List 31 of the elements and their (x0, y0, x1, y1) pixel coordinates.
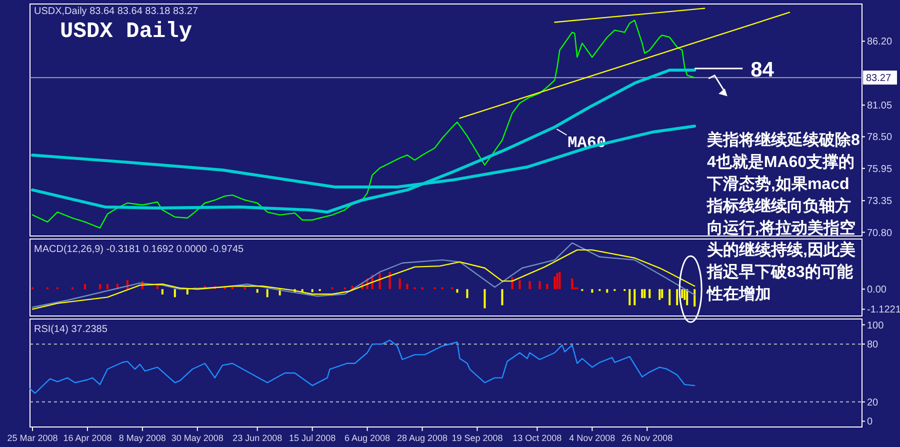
y-tick-label: 0.00 (867, 284, 887, 296)
y-tick-label: 80 (867, 340, 879, 351)
text: RSI(14) 37.2385 (34, 324, 108, 335)
x-tick-label: 28 Aug 2008 (396, 433, 448, 443)
y-tick-label: 100 (867, 320, 884, 332)
y-tick-label: 0 (867, 416, 873, 428)
y-tick-label: -1.1221 (867, 304, 900, 316)
y-tick-label: 20 (867, 397, 879, 408)
x-tick-label: 19 Sep 2008 (452, 433, 503, 443)
x-tick-label: 25 Mar 2008 (7, 433, 58, 443)
x-tick-label: 8 May 2008 (118, 433, 166, 443)
x-tick-label: 16 Apr 2008 (63, 433, 112, 443)
x-tick-label: 4 Nov 2008 (569, 433, 616, 443)
y-tick-label: 81.05 (867, 100, 892, 112)
y-tick-label: 70.80 (867, 228, 892, 239)
x-tick-label: 6 Aug 2008 (344, 433, 390, 443)
chart-subtitle: USDX,Daily 83.64 83.64 83.18 83.27 (34, 6, 198, 17)
x-tick-label: 26 Nov 2008 (622, 433, 673, 443)
annotation: 美指将继续延续破除84也就是MA60支撑的下滑态势,如果macd指标线继续向负轴方向运行,将拉动美指空头的继续持续,因此美指迟早下破83的可能性在增加 (706, 130, 860, 303)
y-tick-label: 78.50 (867, 132, 892, 144)
ref-line-label: 83.27 (866, 73, 892, 84)
text: USDX Daily (60, 19, 192, 44)
y-tick-label: 75.95 (867, 164, 892, 175)
x-tick-label: 13 Oct 2008 (512, 433, 562, 443)
text: MACD(12,26,9) -0.3181 0.1692 0.0000 -0.9745 (34, 244, 244, 255)
x-tick-label: 15 Jul 2008 (289, 433, 336, 443)
x-tick-label: 23 Jun 2008 (232, 433, 282, 443)
y-tick-label: 73.35 (867, 196, 892, 208)
x-tick-label: 30 May 2008 (171, 433, 224, 443)
y-tick-label: 86.20 (867, 36, 892, 48)
annotation: 84 (750, 58, 774, 82)
